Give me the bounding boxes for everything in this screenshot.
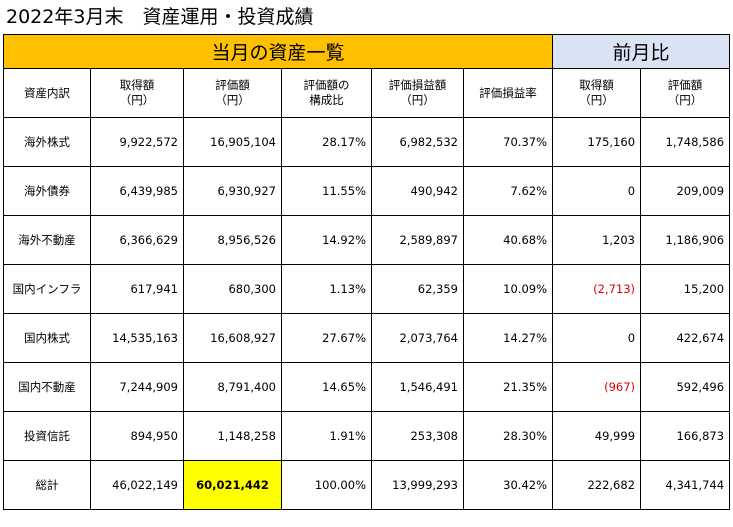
header-prev-valuation-line2: （円）: [667, 93, 703, 107]
cell-valuation: 1,148,258: [183, 411, 282, 461]
cell-gain-rate: 7.62%: [462, 166, 554, 216]
cell-acquisition: 6,366,629: [90, 215, 184, 265]
header-gain-line1: 評価損益額: [388, 78, 447, 92]
cell-valuation: 8,956,526: [183, 215, 282, 265]
cell-prev-acquisition: 0: [552, 313, 642, 363]
header-prev-acquisition-line2: （円）: [579, 93, 614, 107]
table-row: 海外株式 9,922,572 16,905,104 28.17% 6,982,5…: [3, 117, 731, 167]
cell-acquisition: 894,950: [90, 411, 184, 461]
header-ratio: 評価額の 構成比: [281, 68, 372, 118]
cell-acquisition: 7,244,909: [90, 362, 184, 412]
header-row: 資産内訳 取得額 （円） 評価額 （円） 評価額の 構成比 評価損益額 （円） 評価損益…: [3, 68, 731, 118]
cell-category: 海外株式: [3, 117, 91, 167]
header-acquisition-line2: （円）: [119, 93, 155, 107]
cell-category: 国内インフラ: [3, 264, 91, 314]
cell-prev-valuation: 1,186,906: [640, 215, 731, 265]
asset-table: 当月の資産一覧 前月比 資産内訳 取得額 （円） 評価額 （円） 評価額の 構成比 評…: [2, 34, 731, 510]
header-acquisition-line1: 取得額: [119, 78, 155, 92]
cell-gain: 490,942: [371, 166, 464, 216]
cell-valuation: 16,905,104: [183, 117, 282, 167]
total-valuation-highlight: 60,021,442: [183, 460, 282, 510]
total-row: 総計 46,022,149 60,021,442 100.00% 13,999,…: [3, 460, 731, 510]
table-row: 海外不動産 6,366,629 8,956,526 14.92% 2,589,8…: [3, 215, 731, 265]
cell-prev-valuation: 422,674: [640, 313, 731, 363]
total-gain-rate: 30.42%: [462, 460, 554, 510]
header-category: 資産内訳: [3, 68, 91, 118]
cell-prev-valuation: 592,496: [640, 362, 731, 412]
header-prev-valuation-line1: 評価額: [667, 78, 703, 92]
cell-prev-valuation: 15,200: [640, 264, 731, 314]
cell-gain-rate: 70.37%: [462, 117, 554, 167]
cell-ratio: 1.13%: [281, 264, 372, 314]
header-gain: 評価損益額 （円）: [371, 68, 464, 118]
header-ratio-line2: 構成比: [309, 93, 344, 107]
cell-prev-acquisition: (2,713): [552, 264, 642, 314]
cell-valuation: 6,930,927: [183, 166, 282, 216]
cell-category: 国内不動産: [3, 362, 91, 412]
table-row: 国内不動産 7,244,909 8,791,400 14.65% 1,546,4…: [3, 362, 731, 412]
header-prev-acquisition-line1: 取得額: [579, 78, 614, 92]
cell-gain: 6,982,532: [371, 117, 464, 167]
section-band-row: 当月の資産一覧 前月比: [2, 34, 731, 69]
header-gain-rate: 評価損益率: [462, 68, 554, 118]
cell-category: 海外債券: [3, 166, 91, 216]
cell-gain: 2,073,764: [371, 313, 464, 363]
header-valuation: 評価額 （円）: [183, 68, 282, 118]
total-prev-valuation: 4,341,744: [640, 460, 731, 510]
total-ratio: 100.00%: [281, 460, 372, 510]
cell-gain: 62,359: [371, 264, 464, 314]
cell-category: 海外不動産: [3, 215, 91, 265]
cell-prev-acquisition: 1,203: [552, 215, 642, 265]
cell-valuation: 16,608,927: [183, 313, 282, 363]
cell-gain-rate: 10.09%: [462, 264, 554, 314]
cell-prev-valuation: 166,873: [640, 411, 731, 461]
cell-acquisition: 617,941: [90, 264, 184, 314]
cell-ratio: 11.55%: [281, 166, 372, 216]
cell-prev-acquisition: 0: [552, 166, 642, 216]
cell-gain-rate: 14.27%: [462, 313, 554, 363]
current-month-band: 当月の資産一覧: [2, 34, 554, 69]
header-prev-acquisition: 取得額 （円）: [552, 68, 642, 118]
header-gain-line2: （円）: [400, 93, 435, 107]
page-title: 2022年3月末 資産運用・投資成績: [6, 6, 314, 28]
cell-prev-acquisition: 175,160: [552, 117, 642, 167]
cell-ratio: 14.92%: [281, 215, 372, 265]
header-prev-valuation: 評価額 （円）: [640, 68, 731, 118]
cell-gain-rate: 21.35%: [462, 362, 554, 412]
cell-acquisition: 6,439,985: [90, 166, 184, 216]
cell-gain: 1,546,491: [371, 362, 464, 412]
cell-acquisition: 14,535,163: [90, 313, 184, 363]
cell-category: 国内株式: [3, 313, 91, 363]
total-acquisition: 46,022,149: [90, 460, 184, 510]
header-valuation-line1: 評価額: [215, 78, 250, 92]
cell-gain: 253,308: [371, 411, 464, 461]
cell-gain-rate: 40.68%: [462, 215, 554, 265]
table-row: 海外債券 6,439,985 6,930,927 11.55% 490,942 …: [3, 166, 731, 216]
cell-valuation: 8,791,400: [183, 362, 282, 412]
cell-prev-valuation: 209,009: [640, 166, 731, 216]
cell-prev-acquisition: (967): [552, 362, 642, 412]
total-prev-acquisition: 222,682: [552, 460, 642, 510]
header-acquisition: 取得額 （円）: [90, 68, 184, 118]
cell-gain: 2,589,897: [371, 215, 464, 265]
cell-ratio: 28.17%: [281, 117, 372, 167]
cell-ratio: 27.67%: [281, 313, 372, 363]
cell-gain-rate: 28.30%: [462, 411, 554, 461]
cell-prev-acquisition: 49,999: [552, 411, 642, 461]
cell-category: 投資信託: [3, 411, 91, 461]
total-gain: 13,999,293: [371, 460, 464, 510]
table-row: 国内インフラ 617,941 680,300 1.13% 62,359 10.0…: [3, 264, 731, 314]
total-label: 総計: [3, 460, 91, 510]
table-row: 投資信託 894,950 1,148,258 1.91% 253,308 28.…: [3, 411, 731, 461]
header-valuation-line2: （円）: [215, 93, 250, 107]
cell-valuation: 680,300: [183, 264, 282, 314]
header-ratio-line1: 評価額の: [303, 78, 350, 92]
previous-month-band: 前月比: [552, 34, 731, 69]
table-row: 国内株式 14,535,163 16,608,927 27.67% 2,073,…: [3, 313, 731, 363]
cell-acquisition: 9,922,572: [90, 117, 184, 167]
cell-ratio: 1.91%: [281, 411, 372, 461]
cell-prev-valuation: 1,748,586: [640, 117, 731, 167]
cell-ratio: 14.65%: [281, 362, 372, 412]
